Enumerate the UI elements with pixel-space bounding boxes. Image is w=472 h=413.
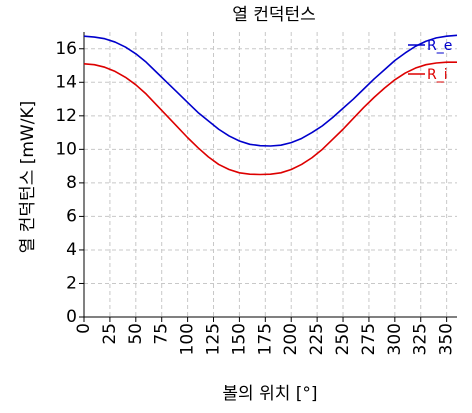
x-tick-label: 325 xyxy=(411,323,431,355)
x-tick-label: 150 xyxy=(229,323,249,355)
y-tick-label: 2 xyxy=(66,273,77,293)
legend-label-r-e: R_e xyxy=(427,38,452,54)
y-tick-label: 6 xyxy=(66,206,77,226)
y-axis-label: 열 컨덕턴스 [mW/K] xyxy=(18,101,38,254)
x-tick-label: 200 xyxy=(281,323,301,355)
axes: 0 25 50 75 100 125 150 175 200 225 250 275 300 325 350… xyxy=(55,32,457,355)
x-tick-label: 300 xyxy=(385,323,405,355)
x-tick-label: 125 xyxy=(204,323,224,355)
x-tick-label: 350 xyxy=(437,323,457,355)
x-tick-label: 50 xyxy=(126,323,146,345)
legend-label-r-i: R_i xyxy=(427,67,448,83)
x-tick-label: 225 xyxy=(307,323,327,355)
series-lines xyxy=(83,34,458,176)
x-tick-label: 250 xyxy=(333,323,353,355)
y-tick-label: 16 xyxy=(55,39,77,59)
y-tick-label: 10 xyxy=(55,139,77,159)
y-tick-label: 14 xyxy=(55,72,77,92)
x-axis-label: 볼의 위치 [°] xyxy=(222,384,317,404)
series-line-r-i xyxy=(83,61,457,176)
legend: R_e R_i xyxy=(408,38,452,83)
x-tick-label: 0 xyxy=(74,323,94,334)
x-tick-label: 100 xyxy=(178,323,198,355)
y-tick-label: 8 xyxy=(66,173,77,193)
x-tick-label: 75 xyxy=(152,323,172,345)
y-tick-label: 12 xyxy=(55,106,77,126)
x-tick-label: 25 xyxy=(100,323,120,345)
y-tick-label: 4 xyxy=(66,240,77,260)
series-line-r-e xyxy=(83,34,458,147)
x-tick-label: 175 xyxy=(255,323,275,355)
x-tick-label: 275 xyxy=(359,323,379,355)
chart-title: 열 컨덕턴스 xyxy=(232,5,316,25)
y-tick-label: 0 xyxy=(66,307,77,327)
